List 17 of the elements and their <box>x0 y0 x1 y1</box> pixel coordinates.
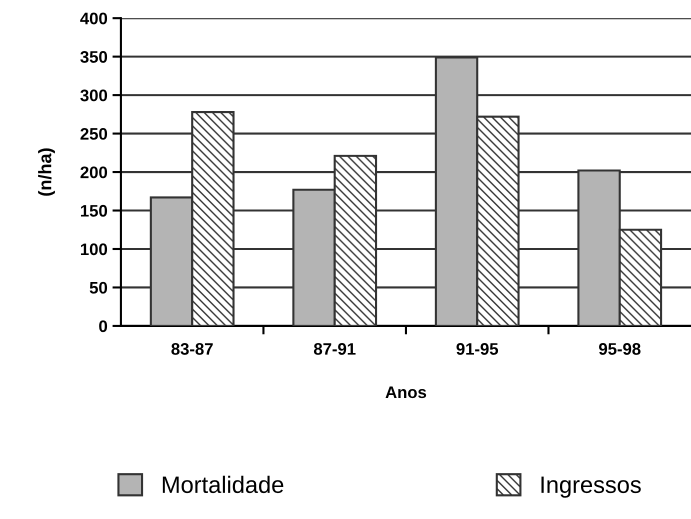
x-axis-title: Anos <box>386 386 426 398</box>
x-tick-label: 83-87 <box>171 343 213 355</box>
legend-label: Ingressos <box>541 476 641 498</box>
y-tick-label: 250 <box>80 128 108 140</box>
y-tick-label: 100 <box>80 243 108 256</box>
x-tick-label: 87-91 <box>314 343 356 355</box>
y-tick-label: 300 <box>80 90 108 102</box>
y-axis-title: (n/ha) <box>38 148 55 196</box>
legend-label: Mortalidade <box>162 476 284 494</box>
y-tick-label: 400 <box>80 12 108 24</box>
x-tick-label: 91-95 <box>456 343 498 355</box>
y-tick-label: 350 <box>80 51 108 63</box>
y-tick-label: 50 <box>90 282 108 294</box>
y-tick-label: 150 <box>80 204 108 217</box>
y-tick-label: 200 <box>80 166 108 178</box>
y-tick-label: 0 <box>99 320 108 332</box>
x-tick-label: 95-98 <box>599 343 641 355</box>
